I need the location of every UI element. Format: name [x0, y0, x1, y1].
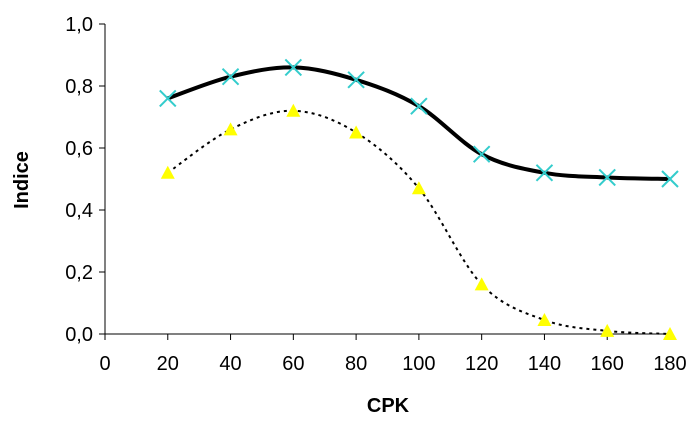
x-tick-label: 40 — [219, 353, 241, 375]
series-2-point — [600, 323, 615, 337]
series-1-point — [472, 145, 491, 163]
x-marker-stroke — [472, 145, 491, 163]
x-tick-label: 80 — [345, 353, 367, 375]
y-tick-label: 1,0 — [65, 14, 93, 36]
series-2-point — [349, 125, 364, 139]
x-marker-stroke — [159, 89, 177, 108]
series-1-point — [347, 71, 365, 89]
series-1-point — [221, 67, 240, 86]
series-1-point — [535, 164, 554, 182]
x-marker-stroke — [661, 170, 679, 188]
series-2-point — [160, 165, 175, 179]
y-tick-label: 0,0 — [65, 324, 93, 346]
x-tick-label: 160 — [591, 353, 624, 375]
x-tick-label: 0 — [99, 353, 110, 375]
series-1 — [159, 58, 679, 188]
y-axis-title: Indice — [11, 151, 33, 209]
x-marker-stroke — [535, 164, 554, 182]
x-marker-stroke — [347, 71, 365, 89]
x-marker-stroke — [410, 97, 428, 115]
axes — [99, 23, 671, 340]
series-1-point — [410, 97, 428, 115]
series-1-point — [661, 170, 679, 188]
series-2-point — [663, 327, 677, 340]
x-tick-label: 140 — [528, 353, 561, 375]
y-tick-label: 0,6 — [65, 138, 93, 160]
y-tick-label: 0,2 — [65, 262, 93, 284]
y-tick-label: 0,4 — [65, 200, 93, 222]
x-tick-label: 60 — [282, 353, 304, 375]
x-tick-label: 100 — [402, 353, 435, 375]
x-marker-stroke — [221, 67, 240, 86]
series-2-point — [286, 103, 301, 117]
series-1-point — [598, 168, 616, 187]
series-layer — [159, 58, 679, 340]
series-2-point — [537, 313, 552, 327]
x-tick-label: 20 — [157, 353, 179, 375]
tick-labels: 0,0 0,2 0,4 0,6 0,8 1,0 0 20 40 60 80 100 120 140 160 1… — [65, 14, 687, 375]
series-1-point — [159, 89, 177, 108]
series-2-point — [474, 277, 489, 291]
x-tick-label: 180 — [653, 353, 686, 375]
series-1-point — [284, 58, 303, 77]
x-marker-stroke — [598, 168, 616, 187]
series-1-line — [167, 65, 671, 181]
series-2 — [160, 103, 677, 340]
series-2-point — [223, 122, 238, 136]
series-2-point — [411, 181, 426, 195]
x-axis-title: CPK — [367, 395, 410, 417]
x-tick-label: 120 — [465, 353, 498, 375]
y-tick-label: 0,8 — [65, 76, 93, 98]
x-marker-stroke — [284, 58, 303, 77]
series-2-line — [167, 109, 671, 335]
